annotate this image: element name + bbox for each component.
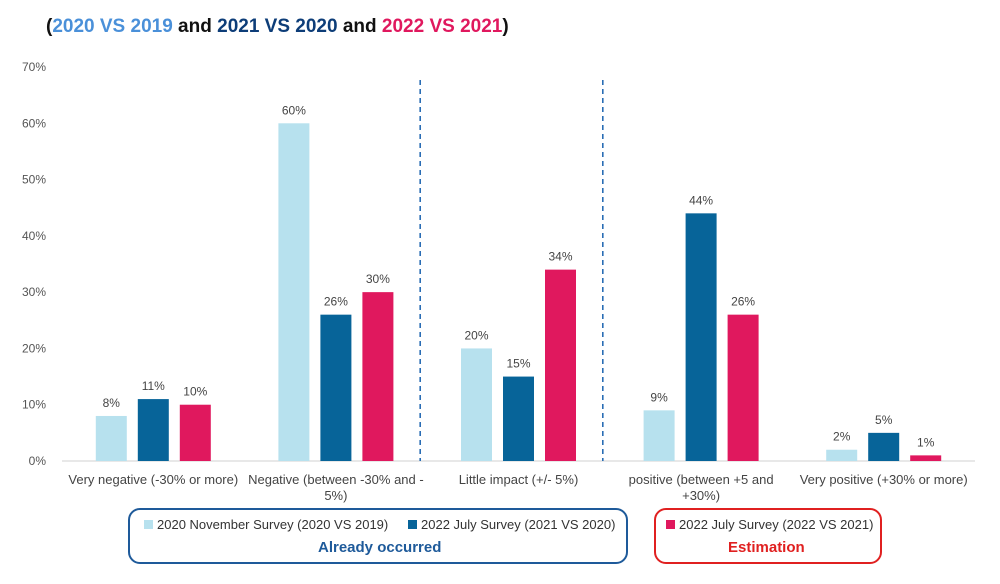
bar — [179, 404, 211, 461]
title-and-1: and — [172, 16, 218, 37]
y-tick-label: 50% — [22, 173, 46, 187]
y-tick-label: 30% — [22, 285, 46, 299]
legend-item-2022-july-2022: 2022 July Survey (2022 VS 2021) — [666, 517, 873, 532]
bar — [137, 399, 169, 461]
bar — [503, 376, 534, 461]
title-part-2022-vs-2021: 2022 VS 2021 — [381, 16, 503, 37]
bar — [545, 269, 576, 461]
data-label: 5% — [875, 413, 893, 427]
bar — [278, 123, 310, 462]
data-label: 11% — [142, 379, 165, 393]
category-label: Very positive (+30% or more) — [800, 472, 968, 487]
data-label: 44% — [689, 193, 713, 207]
title-part-2020-vs-2019: 2020 VS 2019 — [52, 16, 173, 37]
y-tick-label: 60% — [22, 116, 46, 130]
data-label: 34% — [548, 250, 572, 264]
data-label: 30% — [366, 272, 390, 286]
bar — [643, 410, 675, 461]
title-and-2: and — [337, 16, 382, 37]
category-label: Negative (between -30% and - — [248, 472, 424, 487]
bar — [727, 314, 759, 461]
data-label: 10% — [183, 385, 207, 399]
legend-swatch-2022-july-2021 — [408, 520, 417, 529]
bar — [868, 432, 900, 461]
data-label: 8% — [103, 396, 121, 410]
chart-title: (2020 VS 2019 and 2021 VS 2020 and 2022 … — [46, 16, 509, 38]
data-label: 2% — [833, 430, 851, 444]
legend-label-2022-july-2022: 2022 July Survey (2022 VS 2021) — [679, 517, 874, 532]
data-label: 15% — [506, 357, 530, 371]
bar — [95, 415, 127, 461]
bar — [461, 348, 492, 461]
bar — [685, 213, 717, 461]
legend-swatch-2022-july-2022 — [666, 520, 675, 529]
y-tick-label: 20% — [22, 341, 46, 355]
data-label: 26% — [324, 295, 348, 309]
estimation-label: Estimation — [728, 539, 805, 556]
bar — [826, 449, 858, 461]
legend-swatch-2020-november — [144, 520, 153, 529]
already-occurred-legend-box: 2020 November Survey (2020 VS 2019) 2022… — [128, 508, 628, 564]
data-label: 9% — [650, 390, 668, 404]
bar — [362, 292, 394, 461]
already-occurred-label: Already occurred — [318, 539, 442, 556]
title-close: ) — [502, 16, 509, 37]
title-part-2021-vs-2020: 2021 VS 2020 — [217, 16, 338, 37]
data-label: 60% — [282, 103, 306, 117]
title-open: ( — [46, 16, 53, 37]
data-label: 20% — [464, 328, 488, 342]
legend-item-2020-november: 2020 November Survey (2020 VS 2019) — [144, 517, 388, 532]
category-label: +30%) — [682, 488, 720, 503]
legend-label-2020-november: 2020 November Survey (2020 VS 2019) — [157, 517, 389, 532]
bar — [320, 314, 352, 461]
y-tick-label: 0% — [29, 454, 47, 468]
y-tick-label: 40% — [22, 229, 46, 243]
y-tick-label: 10% — [22, 398, 46, 412]
y-tick-label: 70% — [22, 60, 46, 74]
bar — [910, 455, 942, 461]
legend-item-2022-july-2021: 2022 July Survey (2021 VS 2020) — [408, 517, 615, 532]
category-label: Little impact (+/- 5%) — [459, 472, 579, 487]
estimation-legend-box: 2022 July Survey (2022 VS 2021) Estimati… — [654, 508, 882, 564]
data-label: 26% — [731, 295, 755, 309]
data-label: 1% — [917, 435, 935, 449]
category-label: Very negative (-30% or more) — [68, 472, 238, 487]
category-label: positive (between +5 and — [629, 472, 774, 487]
category-label: 5%) — [324, 488, 347, 503]
legend-label-2022-july-2021: 2022 July Survey (2021 VS 2020) — [421, 517, 616, 532]
